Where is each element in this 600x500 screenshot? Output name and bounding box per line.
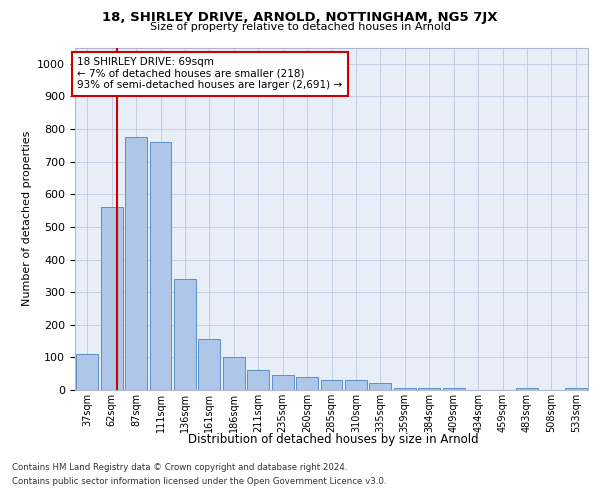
Text: 18, SHIRLEY DRIVE, ARNOLD, NOTTINGHAM, NG5 7JX: 18, SHIRLEY DRIVE, ARNOLD, NOTTINGHAM, N… bbox=[102, 11, 498, 24]
Text: Distribution of detached houses by size in Arnold: Distribution of detached houses by size … bbox=[188, 432, 478, 446]
Bar bbox=[101, 208, 122, 390]
Bar bbox=[443, 388, 464, 390]
Bar bbox=[247, 370, 269, 390]
Text: 18 SHIRLEY DRIVE: 69sqm
← 7% of detached houses are smaller (218)
93% of semi-de: 18 SHIRLEY DRIVE: 69sqm ← 7% of detached… bbox=[77, 58, 343, 90]
Text: Size of property relative to detached houses in Arnold: Size of property relative to detached ho… bbox=[149, 22, 451, 32]
Bar bbox=[394, 388, 416, 390]
Text: Contains public sector information licensed under the Open Government Licence v3: Contains public sector information licen… bbox=[12, 477, 386, 486]
Bar bbox=[223, 358, 245, 390]
Bar bbox=[272, 376, 293, 390]
Y-axis label: Number of detached properties: Number of detached properties bbox=[22, 131, 32, 306]
Bar bbox=[174, 279, 196, 390]
Bar bbox=[320, 380, 343, 390]
Bar bbox=[149, 142, 172, 390]
Text: Contains HM Land Registry data © Crown copyright and database right 2024.: Contains HM Land Registry data © Crown c… bbox=[12, 464, 347, 472]
Bar bbox=[125, 137, 147, 390]
Bar bbox=[296, 377, 318, 390]
Bar bbox=[76, 354, 98, 390]
Bar bbox=[199, 340, 220, 390]
Bar bbox=[565, 388, 587, 390]
Bar bbox=[345, 380, 367, 390]
Bar bbox=[418, 388, 440, 390]
Bar bbox=[370, 384, 391, 390]
Bar bbox=[516, 388, 538, 390]
